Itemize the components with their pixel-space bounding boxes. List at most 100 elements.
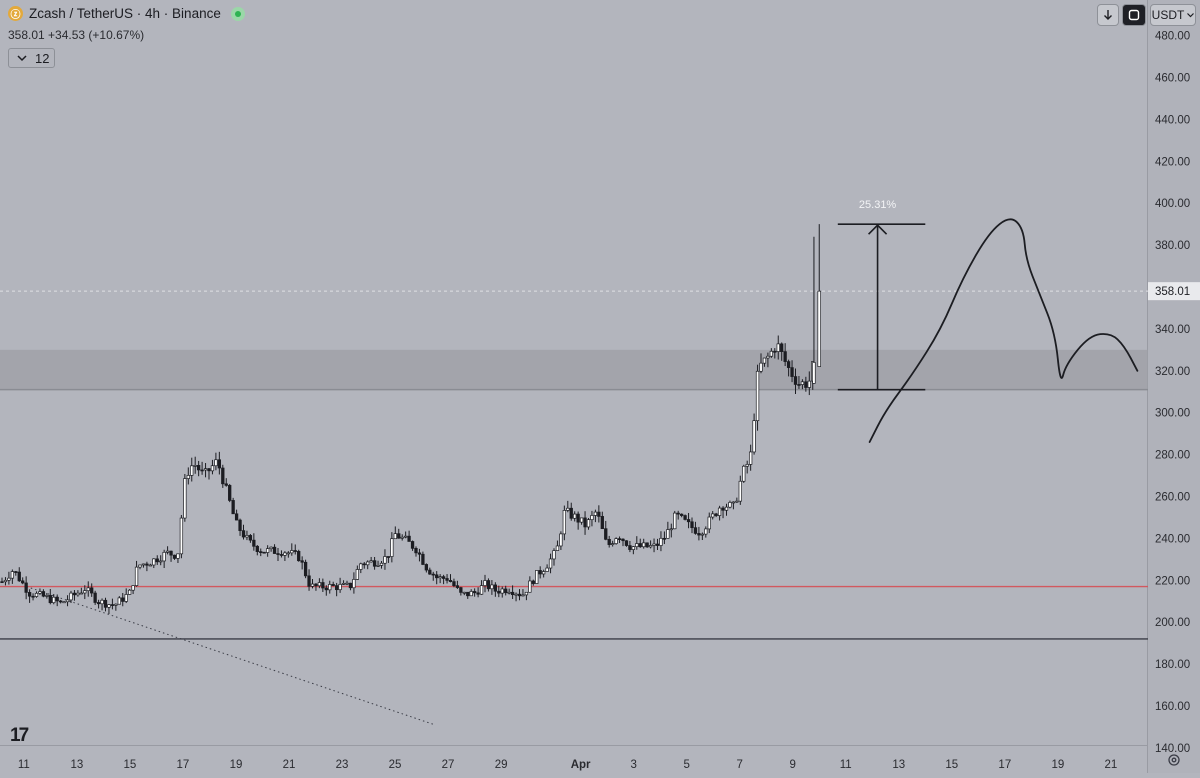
candle-bullish (148, 564, 153, 567)
candle-bullish (69, 592, 73, 601)
currency-select[interactable]: USDT (1150, 4, 1196, 26)
candle-bullish (759, 362, 763, 372)
candle-bullish (138, 564, 142, 568)
candle-bearish (504, 588, 508, 594)
candle-bullish (369, 560, 373, 563)
currency-label: USDT (1151, 8, 1185, 22)
candle-bullish (179, 517, 184, 555)
candle-bullish (469, 591, 473, 597)
candle-bullish (573, 513, 577, 519)
candle-bearish (407, 535, 411, 542)
current-price: 358.01 (8, 28, 45, 42)
candle-bullish (400, 536, 404, 539)
resistance-zone[interactable] (0, 349, 1148, 390)
candle-bearish (473, 591, 477, 594)
candle-bullish (317, 582, 322, 587)
candle-bearish (721, 507, 725, 511)
candle-bearish (662, 537, 667, 540)
candle-bearish (569, 507, 573, 519)
candle-bullish (704, 528, 708, 535)
projection-path[interactable] (868, 218, 1139, 443)
candle-bullish (328, 584, 332, 591)
time-tick-label: 19 (230, 759, 243, 771)
price-tick-label: 440.00 (1155, 114, 1190, 126)
price-tick-label: 180.00 (1155, 659, 1190, 671)
candle-bearish (331, 584, 335, 586)
candle-bearish (207, 468, 211, 472)
candle-bullish (500, 588, 504, 594)
candle-bullish (535, 570, 539, 584)
candle-bearish (72, 592, 77, 596)
measure-percent-label: 25.31% (859, 199, 897, 211)
price-tick-label: 140.00 (1155, 743, 1190, 755)
candle-bearish (476, 592, 480, 595)
candle-bearish (693, 527, 698, 534)
candle-bullish (610, 543, 615, 545)
candle-bullish (800, 381, 805, 385)
candle-bullish (210, 465, 215, 472)
price-tick-label: 420.00 (1155, 156, 1190, 168)
candle-bullish (162, 551, 166, 562)
candle-bearish (169, 550, 173, 556)
price-summary: 358.01 +34.53 (+10.67%) (8, 28, 144, 42)
price-axis-panel[interactable] (1148, 0, 1200, 773)
trendline[interactable] (26, 586, 435, 726)
download-button[interactable] (1097, 4, 1119, 26)
candle-bearish (90, 587, 94, 594)
candle-bullish (283, 552, 287, 556)
gear-icon[interactable] (1167, 753, 1181, 767)
candle-bullish (193, 465, 197, 467)
time-tick-label: 13 (892, 759, 905, 771)
candle-bearish (255, 545, 259, 552)
candle-bullish (128, 589, 132, 595)
candle-bearish (597, 511, 601, 517)
candle-bearish (224, 483, 228, 486)
candle-bearish (617, 538, 622, 540)
price-change: +34.53 (+10.67%) (48, 28, 145, 42)
candle-bearish (262, 551, 266, 554)
candle-bullish (738, 480, 742, 502)
candle-bearish (272, 546, 277, 554)
candle-bearish (697, 533, 701, 536)
candle-bullish (383, 556, 387, 564)
candle-bullish (514, 593, 518, 596)
time-tick-label: 23 (336, 759, 349, 771)
candle-bearish (538, 570, 542, 575)
candle-bearish (234, 513, 239, 521)
candle-bearish (445, 578, 449, 581)
candle-bullish (438, 576, 442, 579)
candle-bullish (548, 558, 553, 569)
candle-bullish (214, 459, 218, 467)
candle-bearish (155, 558, 159, 563)
candle-bullish (728, 502, 732, 508)
candle-bullish (310, 583, 315, 587)
candle-bearish (314, 583, 318, 587)
candle-bullish (186, 475, 190, 479)
candle-bullish (707, 516, 711, 530)
last-price-badge (1148, 282, 1200, 301)
candle-bullish (666, 529, 670, 539)
candle-bearish (121, 597, 125, 602)
indicators-toggle-button[interactable]: 12 (8, 48, 55, 68)
candle-bearish (638, 543, 642, 548)
candle-bearish (259, 551, 263, 553)
candle-bullish (817, 290, 821, 367)
candle-bullish (38, 591, 42, 594)
candle-bearish (279, 554, 284, 556)
candle-bullish (552, 550, 556, 560)
fullscreen-button[interactable] (1122, 4, 1146, 26)
candle-bearish (604, 528, 608, 540)
candle-bullish (711, 513, 715, 518)
candle-bullish (390, 538, 394, 557)
candle-bearish (48, 595, 52, 604)
candle-bearish (786, 361, 791, 368)
price-tick-label: 220.00 (1155, 575, 1190, 587)
candle-bullish (752, 420, 756, 453)
candle-bullish (562, 510, 566, 535)
symbol-title[interactable]: Zcash / TetherUS · 4h · Binance (29, 6, 221, 21)
candle-bearish (655, 543, 660, 546)
candle-bullish (717, 507, 722, 516)
candle-bearish (145, 563, 149, 566)
